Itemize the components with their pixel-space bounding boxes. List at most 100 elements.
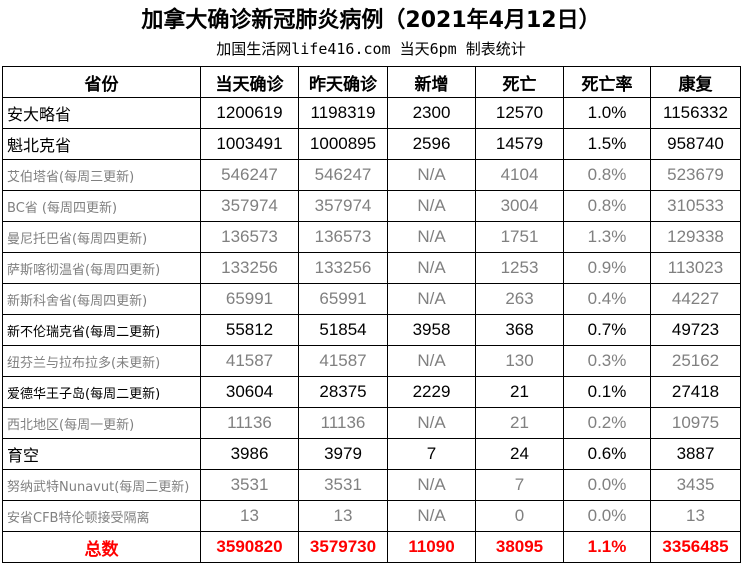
value-cell: 0: [475, 500, 564, 532]
value-cell: 136573: [200, 221, 299, 253]
value-cell: 0.2%: [563, 407, 651, 439]
value-cell: 27418: [650, 376, 741, 408]
value-cell: 3531: [200, 469, 299, 501]
province-cell: 纽芬兰与拉布拉多(未更新): [2, 345, 201, 377]
header-cell: 新增: [387, 66, 476, 98]
value-cell: 357974: [200, 190, 299, 222]
value-cell: N/A: [387, 221, 476, 253]
header-row: 省份 当天确诊 昨天确诊 新增 死亡 死亡率 康复: [2, 66, 741, 98]
value-cell: 136573: [298, 221, 388, 253]
value-cell: 129338: [650, 221, 741, 253]
value-cell: 130: [475, 345, 564, 377]
value-cell: 21: [475, 376, 564, 408]
value-cell: 21: [475, 407, 564, 439]
value-cell: 1.1%: [563, 531, 651, 563]
value-cell: 3356485: [650, 531, 741, 563]
value-cell: 1.0%: [563, 97, 651, 129]
table-row: 曼尼托巴省(每周四更新) 136573 136573 N/A 1751 1.3% 12933…: [2, 221, 741, 253]
value-cell: 0.8%: [563, 190, 651, 222]
value-cell: 133256: [298, 252, 388, 284]
value-cell: 30604: [200, 376, 299, 408]
province-cell: 总数: [2, 531, 201, 563]
value-cell: 3579730: [298, 531, 388, 563]
province-cell: 努纳武特Nunavut(每周二更新): [2, 469, 201, 501]
value-cell: 1198319: [298, 97, 388, 129]
header-cell: 康复: [650, 66, 741, 98]
value-cell: N/A: [387, 283, 476, 315]
value-cell: 113023: [650, 252, 741, 284]
value-cell: 11090: [387, 531, 476, 563]
value-cell: 133256: [200, 252, 299, 284]
value-cell: N/A: [387, 252, 476, 284]
value-cell: 7: [475, 469, 564, 501]
value-cell: 65991: [200, 283, 299, 315]
value-cell: 44227: [650, 283, 741, 315]
value-cell: 1200619: [200, 97, 299, 129]
province-cell: 萨斯喀彻温省(每周四更新): [2, 252, 201, 284]
value-cell: 12570: [475, 97, 564, 129]
header-cell: 死亡率: [563, 66, 651, 98]
value-cell: 1751: [475, 221, 564, 253]
value-cell: 3986: [200, 438, 299, 470]
value-cell: 0.8%: [563, 159, 651, 191]
value-cell: 2596: [387, 128, 476, 160]
value-cell: 0.9%: [563, 252, 651, 284]
header-cell: 死亡: [475, 66, 564, 98]
value-cell: 0.4%: [563, 283, 651, 315]
value-cell: 11136: [298, 407, 388, 439]
value-cell: 3004: [475, 190, 564, 222]
table-row: 总数 3590820 3579730 11090 38095 1.1% 3356485: [2, 531, 741, 563]
value-cell: 14579: [475, 128, 564, 160]
table-row: 爱德华王子岛(每周二更新) 30604 28375 2229 21 0.1% 27418: [2, 376, 741, 408]
province-cell: 育空: [2, 438, 201, 470]
value-cell: N/A: [387, 407, 476, 439]
table-row: 新斯科舍省(每周四更新) 65991 65991 N/A 263 0.4% 44227: [2, 283, 741, 315]
province-cell: 安省CFB特伦顿接受隔离: [2, 500, 201, 532]
value-cell: 368: [475, 314, 564, 346]
value-cell: 41587: [200, 345, 299, 377]
table-row: 安大略省 1200619 1198319 2300 12570 1.0% 1156332: [2, 97, 741, 129]
value-cell: 0.0%: [563, 500, 651, 532]
value-cell: N/A: [387, 500, 476, 532]
table-row: 努纳武特Nunavut(每周二更新) 3531 3531 N/A 7 0.0% 3435: [2, 469, 741, 501]
header-cell: 省份: [2, 66, 201, 98]
value-cell: 2300: [387, 97, 476, 129]
province-cell: 新不伦瑞克省(每周二更新): [2, 314, 201, 346]
table-row: 魁北克省 1003491 1000895 2596 14579 1.5% 958740: [2, 128, 741, 160]
value-cell: 0.0%: [563, 469, 651, 501]
value-cell: N/A: [387, 159, 476, 191]
value-cell: 65991: [298, 283, 388, 315]
province-cell: 安大略省: [2, 97, 201, 129]
value-cell: 3887: [650, 438, 741, 470]
value-cell: 1.5%: [563, 128, 651, 160]
table-row: 西北地区(每周一更新) 11136 11136 N/A 21 0.2% 10975: [2, 407, 741, 439]
value-cell: 546247: [298, 159, 388, 191]
title: 加拿大确诊新冠肺炎病例（2021年4月12日）: [141, 8, 601, 33]
value-cell: 0.3%: [563, 345, 651, 377]
value-cell: 4104: [475, 159, 564, 191]
value-cell: 3590820: [200, 531, 299, 563]
table-row: 安省CFB特伦顿接受隔离 13 13 N/A 0 0.0% 13: [2, 500, 741, 532]
value-cell: N/A: [387, 190, 476, 222]
province-cell: 西北地区(每周一更新): [2, 407, 201, 439]
value-cell: 546247: [200, 159, 299, 191]
data-table: 省份 当天确诊 昨天确诊 新增 死亡 死亡率 康复 安大略省 1200619 1198319 23…: [2, 66, 741, 563]
value-cell: 958740: [650, 128, 741, 160]
province-cell: 魁北克省: [2, 128, 201, 160]
value-cell: 41587: [298, 345, 388, 377]
value-cell: 310533: [650, 190, 741, 222]
table-row: 萨斯喀彻温省(每周四更新) 133256 133256 N/A 1253 0.9% 1130…: [2, 252, 741, 284]
province-cell: 新斯科舍省(每周四更新): [2, 283, 201, 315]
value-cell: 3531: [298, 469, 388, 501]
value-cell: 1156332: [650, 97, 741, 129]
value-cell: 0.1%: [563, 376, 651, 408]
value-cell: 13: [298, 500, 388, 532]
value-cell: 7: [387, 438, 476, 470]
value-cell: 263: [475, 283, 564, 315]
value-cell: 3979: [298, 438, 388, 470]
value-cell: 1253: [475, 252, 564, 284]
value-cell: 1.3%: [563, 221, 651, 253]
value-cell: 1003491: [200, 128, 299, 160]
value-cell: 2229: [387, 376, 476, 408]
